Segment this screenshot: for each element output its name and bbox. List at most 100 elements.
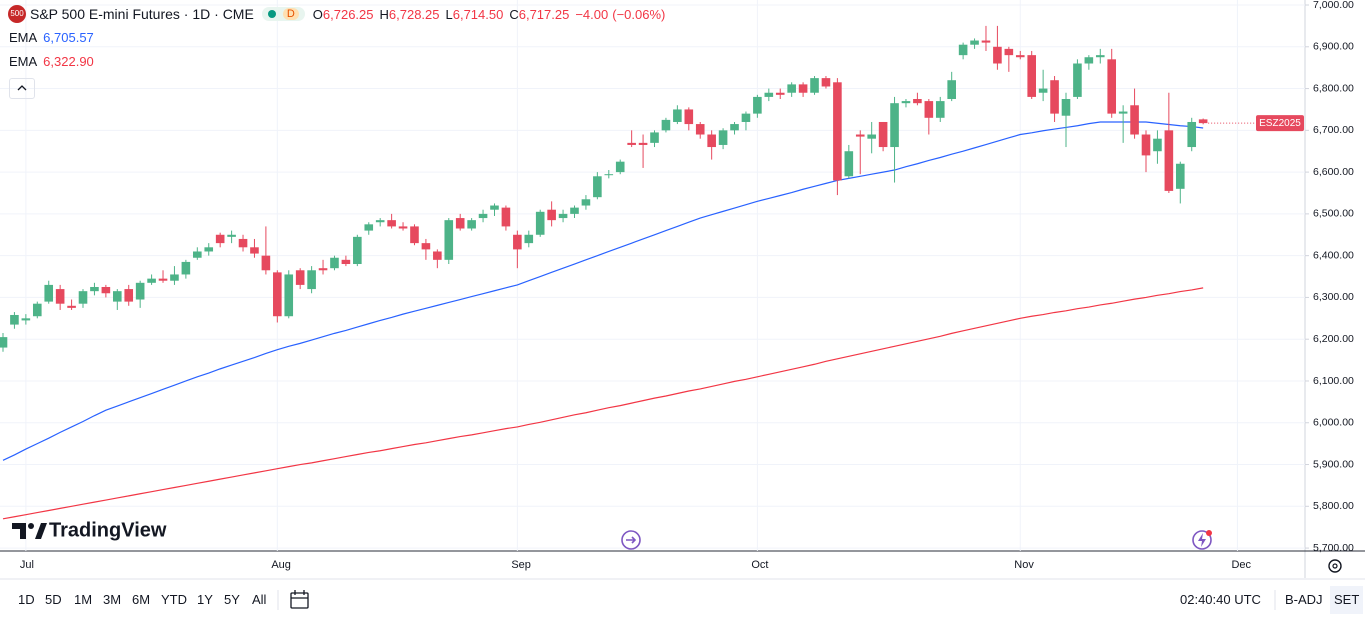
candle-body [890, 103, 899, 148]
status-pill[interactable]: D [261, 7, 305, 21]
change: −4.00 [575, 6, 609, 22]
range-button[interactable]: 5D [45, 592, 62, 607]
candle-body [421, 243, 431, 250]
toolbar-button[interactable]: B-ADJ [1285, 592, 1323, 607]
candle-body [1175, 163, 1185, 189]
candle-body [284, 274, 294, 317]
range-button[interactable]: YTD [161, 592, 187, 607]
candle-body [250, 247, 259, 254]
y-tick-label: 6,800.00 [1313, 82, 1354, 94]
event-icon[interactable] [621, 530, 641, 550]
candle-body [227, 234, 236, 237]
candle-body [958, 44, 968, 56]
change-pct: (−0.06%) [612, 6, 666, 22]
candle-body [318, 268, 328, 271]
candle-body [410, 226, 419, 244]
candle-body [661, 119, 671, 131]
candle-body [581, 199, 591, 206]
candle-body [398, 226, 408, 229]
logo-icon [28, 523, 34, 529]
logo-icon [35, 523, 47, 539]
candle-body [113, 291, 122, 302]
ema-name: EMA [9, 54, 38, 69]
settings-icon[interactable] [1328, 559, 1342, 573]
candle-body [1118, 111, 1128, 114]
calendar-icon[interactable] [290, 590, 309, 609]
ohlc-item: L6,714.50 [446, 7, 504, 22]
candle-body [135, 282, 145, 300]
ema-value: 6,705.57 [43, 30, 94, 45]
candle-body [1141, 134, 1151, 156]
candle-body [158, 278, 168, 281]
candle-body [775, 92, 785, 95]
candle-body [901, 101, 911, 104]
candle-body [1187, 121, 1197, 148]
status-text: D [282, 8, 299, 20]
y-tick-label: 6,100.00 [1313, 375, 1354, 387]
range-button[interactable]: 3M [103, 592, 122, 607]
candle-body [55, 289, 65, 304]
candle-body [867, 134, 876, 139]
candle-body [741, 113, 751, 122]
candle-body [364, 224, 374, 231]
candle-body [627, 142, 636, 145]
candle-body [1164, 130, 1174, 191]
alert-icon[interactable] [1192, 530, 1212, 550]
candle-body [467, 220, 476, 229]
candle-body [981, 40, 991, 43]
ohlc-value: 6,728.25 [388, 6, 440, 22]
ema-name: EMA [9, 30, 38, 45]
x-tick-label: Jul [20, 559, 34, 571]
y-tick-label: 6,900.00 [1313, 41, 1354, 53]
x-tick-label: Nov [1014, 559, 1034, 571]
candle-body [833, 82, 842, 181]
ohlc-item: O6,726.25 [313, 7, 374, 22]
symbol-title[interactable]: S&P 500 E-mini Futures · 1D · CME [30, 6, 254, 22]
candle-body [913, 99, 922, 104]
range-button[interactable]: 6M [132, 592, 151, 607]
y-tick-label: 5,800.00 [1313, 500, 1354, 512]
ohlc-item: C6,717.25 [509, 7, 569, 22]
candle-body [593, 176, 602, 198]
range-button[interactable]: 1M [74, 592, 93, 607]
candle-body [1061, 99, 1071, 116]
candle-body [21, 318, 31, 321]
ohlc-key: C [509, 6, 519, 22]
last-price-label: ESZ2025 [1259, 118, 1301, 129]
ohlc-value: 6,714.50 [452, 6, 504, 22]
candle-body [707, 134, 716, 148]
candle-body [501, 207, 511, 227]
candle-body [764, 92, 774, 97]
ohlc-key: L [445, 6, 453, 22]
candle-body [490, 205, 499, 210]
candle-body [204, 247, 214, 252]
logo-text: TradingView [49, 519, 167, 541]
ohlc: O6,726.25 H6,728.25 L6,714.50 C6,717.25 −4.0… [313, 7, 666, 22]
candle-body [307, 270, 316, 290]
overlays [2, 121, 1204, 520]
y-tick-label: 5,700.00 [1313, 542, 1354, 554]
candle-body [547, 209, 556, 221]
collapse-button[interactable] [9, 78, 35, 99]
candle-body [810, 78, 819, 93]
candle-body [524, 234, 534, 244]
candle-body [238, 238, 248, 248]
candle-body [273, 272, 282, 317]
range-button[interactable]: 1D [18, 592, 35, 607]
ema-value: 6,322.90 [43, 54, 94, 69]
legend-header: 500 S&P 500 E-mini Futures · 1D · CME D … [8, 5, 665, 23]
candle-body [261, 255, 271, 271]
candle-body [147, 278, 156, 283]
axes: 5,700.00 5,800.00 5,900.00 6,000.00 6,100.00… [20, 0, 1354, 571]
range-button[interactable]: All [252, 592, 267, 607]
candle-body [821, 78, 831, 87]
range-button[interactable]: 1Y [197, 592, 213, 607]
toolbar-button[interactable]: SET [1330, 586, 1364, 614]
chevron [17, 85, 27, 91]
range-button[interactable]: 5Y [224, 592, 240, 607]
candle-body [170, 274, 179, 281]
candle-body [730, 124, 739, 131]
candle-body [924, 101, 934, 118]
